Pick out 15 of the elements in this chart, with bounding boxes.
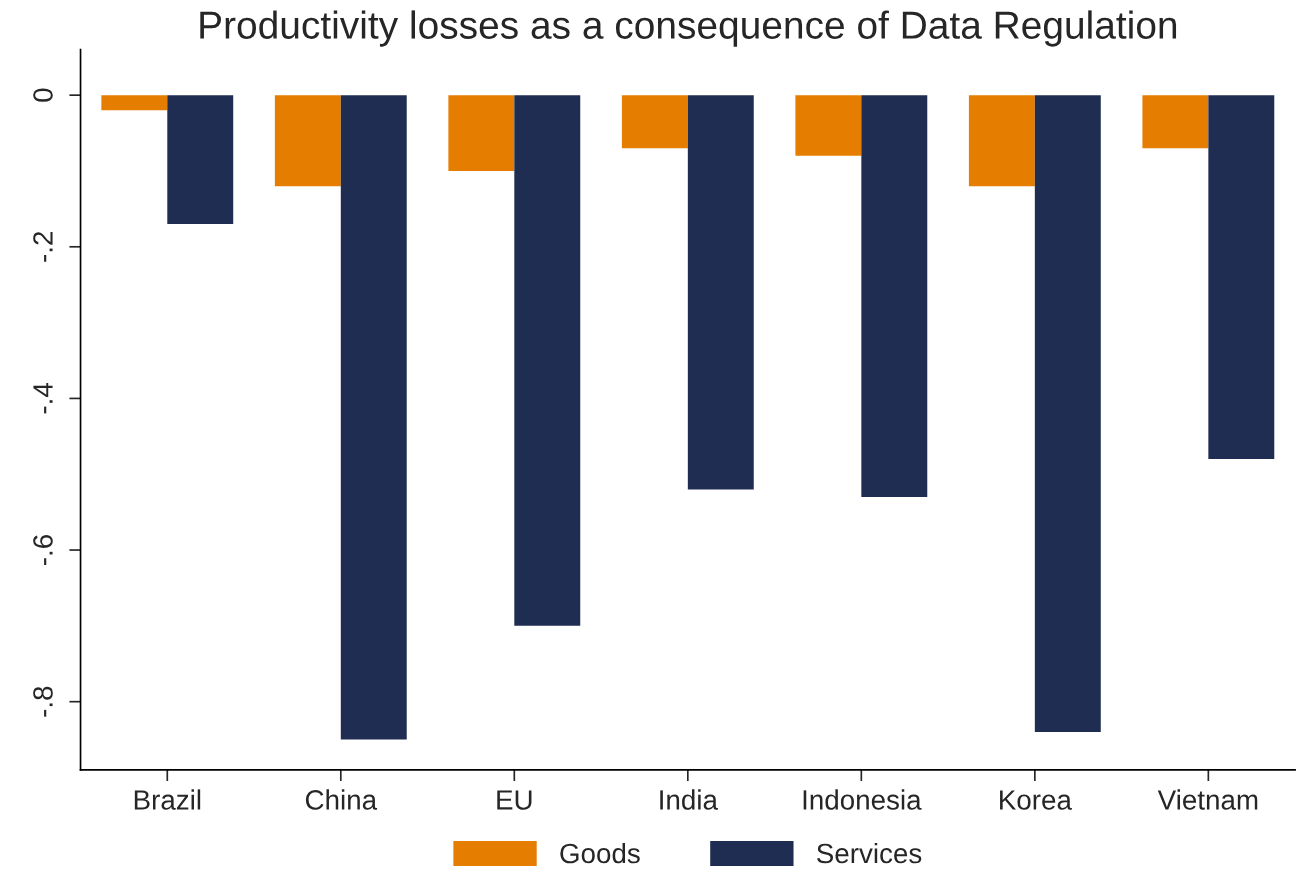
y-tick-label: 0 bbox=[33, 88, 53, 102]
x-tick-label: India bbox=[660, 789, 718, 810]
y-tick-label: -.8 bbox=[33, 686, 53, 717]
y-tick-label: -.4 bbox=[33, 383, 53, 414]
y-tick-label: -.6 bbox=[33, 535, 53, 566]
chart-title: Productivity losses as a consequence of Data Regulation bbox=[200, 10, 1177, 47]
x-tick-label: Vietnam bbox=[1157, 789, 1258, 810]
x-tick-label: Korea bbox=[1000, 790, 1072, 810]
x-tick-label: Brazil bbox=[134, 789, 201, 810]
x-tick-label: EU bbox=[497, 790, 532, 810]
x-tick-label: China bbox=[305, 789, 378, 810]
legend-label: Goods bbox=[560, 842, 640, 864]
legend-label: Services bbox=[817, 842, 922, 864]
y-tick-label: -.2 bbox=[33, 231, 53, 262]
x-tick-label: Indonesia bbox=[803, 789, 922, 810]
